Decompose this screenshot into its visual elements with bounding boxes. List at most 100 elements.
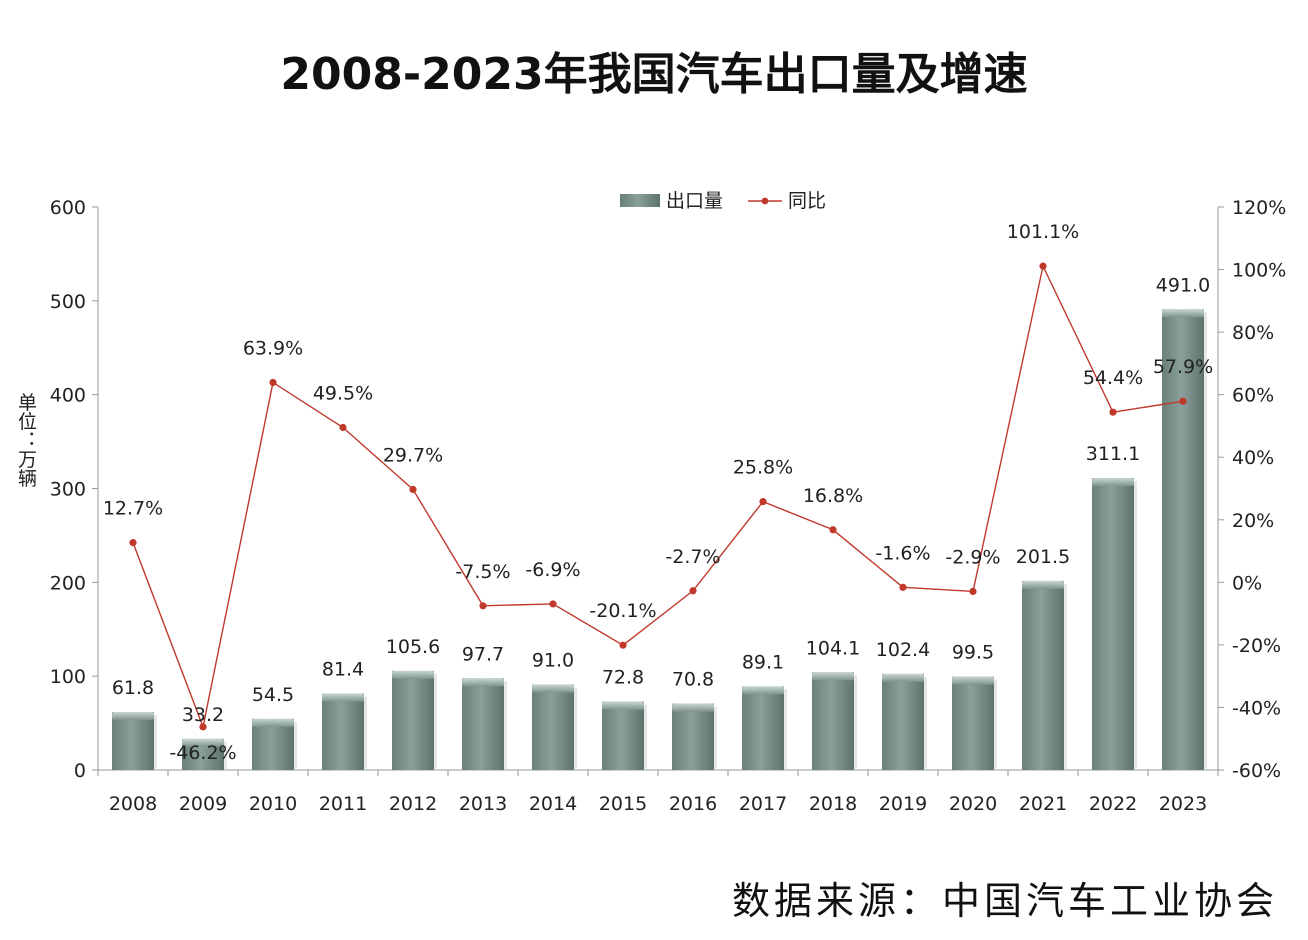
line-point xyxy=(899,583,907,591)
x-tick-label: 2008 xyxy=(109,793,157,815)
data-labels: 61.8 33.2 54.5 81.4 105.6 97.7 91.0 72.8 70.8 89.… xyxy=(103,221,1213,764)
line-data-label: -2.9% xyxy=(945,546,1000,568)
bar-2011 xyxy=(322,693,367,770)
x-tick-label: 2020 xyxy=(949,793,997,815)
bar xyxy=(1092,478,1134,770)
y2-tick-label: 40% xyxy=(1232,447,1274,469)
bar xyxy=(532,684,574,770)
bar-2015 xyxy=(602,701,647,770)
line-point xyxy=(619,641,627,649)
x-tick-label: 2023 xyxy=(1159,793,1207,815)
line-point xyxy=(339,423,347,432)
bar xyxy=(1022,580,1064,770)
line-point xyxy=(269,378,277,387)
line-data-label: -1.6% xyxy=(875,542,930,564)
bar-data-label: 104.1 xyxy=(806,637,860,659)
legend-line-marker xyxy=(761,197,769,205)
x-tick-label: 2015 xyxy=(599,793,647,815)
bar xyxy=(392,670,434,770)
y2-tick-label: 60% xyxy=(1232,385,1274,407)
y-tick-label: 500 xyxy=(50,291,86,313)
bar-cap xyxy=(252,718,294,727)
x-tick-label: 2009 xyxy=(179,793,227,815)
bar xyxy=(952,676,994,770)
bar xyxy=(322,693,364,770)
line-data-label: -20.1% xyxy=(589,600,656,622)
bar xyxy=(112,712,154,770)
bar-data-label: 491.0 xyxy=(1156,274,1210,296)
y-tick-label: 300 xyxy=(50,479,86,501)
legend-bar-label: 出口量 xyxy=(666,190,723,212)
bar-2014 xyxy=(532,684,577,770)
chart-title: 2008-2023年我国汽车出口量及增速 xyxy=(280,49,1028,100)
bar xyxy=(462,678,504,770)
line-series xyxy=(129,262,1187,731)
bar-cap xyxy=(952,676,994,685)
line-data-label: 29.7% xyxy=(383,444,443,466)
bar xyxy=(602,701,644,770)
bar-cap xyxy=(742,686,784,695)
bar-2021 xyxy=(1022,580,1067,770)
x-tick-label: 2018 xyxy=(809,793,857,815)
bar-data-label: 91.0 xyxy=(532,650,574,672)
bar xyxy=(252,718,294,770)
line-point xyxy=(1179,397,1187,405)
line-point xyxy=(1109,408,1117,416)
bar-2020 xyxy=(952,676,997,770)
bar-data-label: 311.1 xyxy=(1086,443,1140,465)
line-point xyxy=(689,587,697,595)
bar-data-label: 72.8 xyxy=(602,667,644,689)
bar-data-label: 201.5 xyxy=(1016,546,1070,568)
y-tick-label: 0 xyxy=(74,760,86,782)
y-tick-label: 600 xyxy=(50,197,86,219)
bar-data-label: 97.7 xyxy=(462,643,504,665)
growth-line xyxy=(132,263,1184,730)
line-data-label: 16.8% xyxy=(803,485,863,507)
line-data-label: 49.5% xyxy=(313,383,373,405)
line-point xyxy=(829,526,837,534)
bar-data-label: 99.5 xyxy=(952,642,994,664)
y-tick-label: 200 xyxy=(50,572,86,594)
x-tick-label: 2013 xyxy=(459,793,507,815)
bar-2010 xyxy=(252,718,297,770)
y2-tick-label: 100% xyxy=(1232,260,1286,282)
bar-cap xyxy=(462,678,504,687)
x-tick-label: 2010 xyxy=(249,793,297,815)
x-tick-label: 2016 xyxy=(669,793,717,815)
y2-tick-label: 120% xyxy=(1232,197,1286,219)
bar-2013 xyxy=(462,678,507,770)
bar-data-label: 81.4 xyxy=(322,659,364,681)
bar-2008 xyxy=(112,712,157,770)
line-point xyxy=(549,600,557,608)
y-tick-label: 400 xyxy=(50,385,86,407)
y2-tick-label: 20% xyxy=(1232,510,1274,532)
line-data-label: -6.9% xyxy=(525,559,580,581)
bar-cap xyxy=(882,673,924,682)
bar-2019 xyxy=(882,673,927,770)
bar-data-label: 54.5 xyxy=(252,684,294,706)
line-point xyxy=(129,539,137,547)
bar xyxy=(742,686,784,770)
bar-cap xyxy=(602,701,644,710)
y2-tick-label: 0% xyxy=(1232,572,1262,594)
line-point xyxy=(969,587,977,596)
bar-cap xyxy=(182,738,224,747)
y-axis-label: 单位：万辆 xyxy=(15,392,37,487)
x-tick-label: 2011 xyxy=(319,793,367,815)
x-tick-label: 2012 xyxy=(389,793,437,815)
bar-2016 xyxy=(672,703,717,770)
bar-2023 xyxy=(1162,309,1207,770)
y2-tick-label: -20% xyxy=(1232,635,1281,657)
line-data-label: 101.1% xyxy=(1007,221,1079,243)
bar-data-label: 61.8 xyxy=(112,677,154,699)
y-axis-title: 单位：万辆 xyxy=(15,392,37,487)
bar-data-label: 105.6 xyxy=(386,636,440,658)
bar-data-label: 33.2 xyxy=(182,704,224,726)
line-point xyxy=(759,498,767,506)
y2-tick-label: 80% xyxy=(1232,322,1274,344)
line-data-label: 25.8% xyxy=(733,457,793,479)
x-tick-label: 2014 xyxy=(529,793,577,815)
x-tick-label: 2021 xyxy=(1019,793,1067,815)
bar-cap xyxy=(1022,580,1064,589)
